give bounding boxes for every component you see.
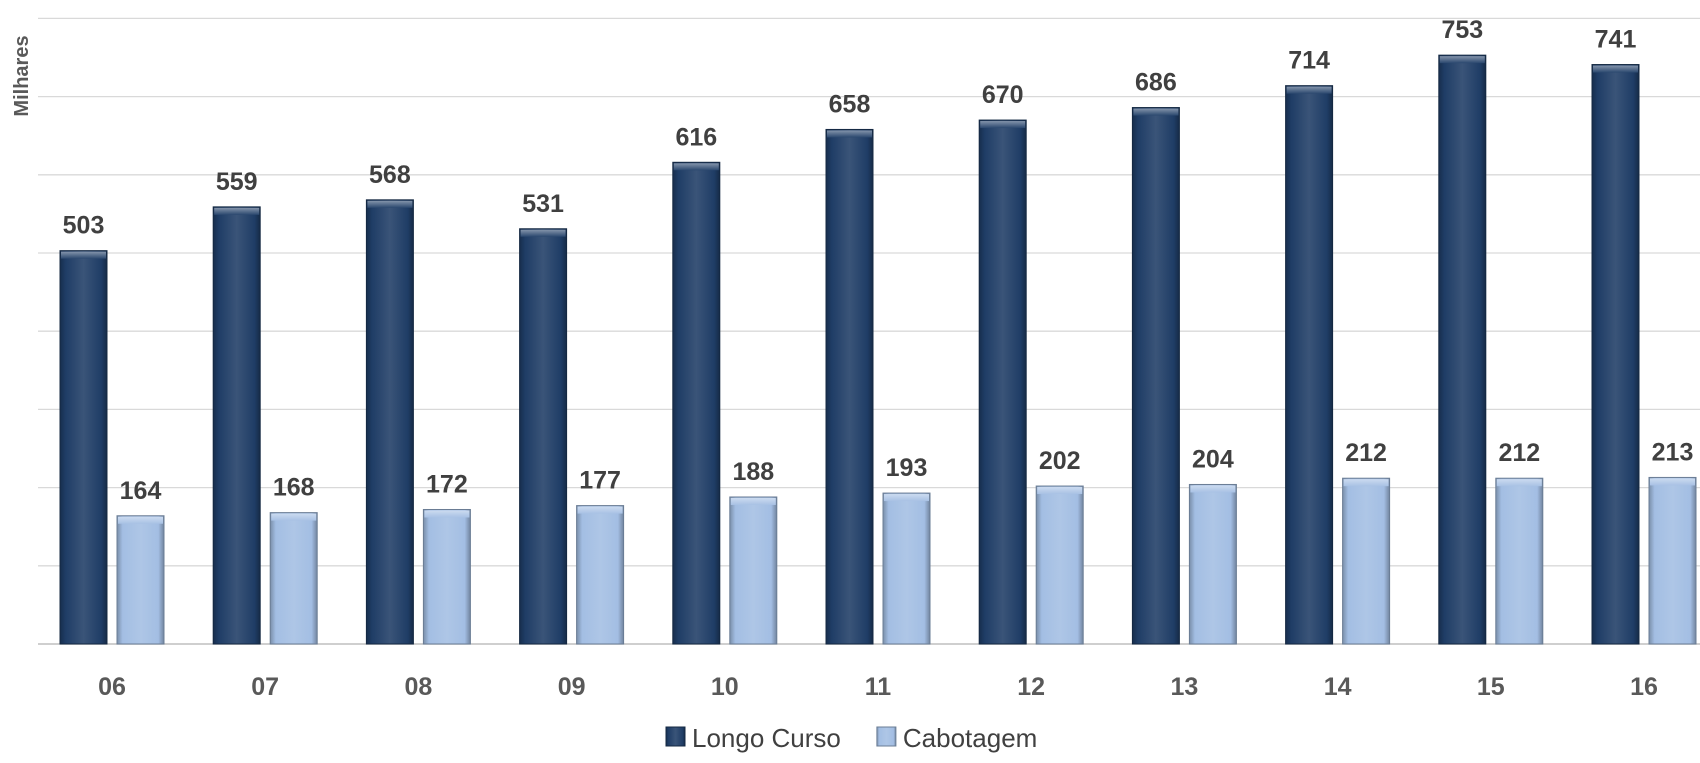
bar-cabotagem-11 — [882, 492, 931, 645]
legend-item-cabotagem: Cabotagem — [876, 723, 1037, 753]
data-label-cabotagem-13: 204 — [1192, 445, 1234, 473]
data-label-cabotagem-09: 177 — [579, 467, 621, 495]
bar-longo-curso-14 — [1285, 85, 1334, 645]
data-label-cabotagem-07: 168 — [273, 474, 315, 502]
data-label-cabotagem-08: 172 — [426, 470, 468, 498]
data-label-cabotagem-06: 164 — [120, 477, 162, 505]
bar-longo-curso-12 — [978, 119, 1027, 645]
data-label-longo-curso-08: 568 — [369, 161, 411, 189]
bar-cabotagem-09 — [576, 505, 625, 645]
data-label-longo-curso-14: 714 — [1288, 47, 1330, 75]
data-label-longo-curso-07: 559 — [216, 168, 258, 196]
data-label-cabotagem-16: 213 — [1652, 438, 1694, 466]
legend-swatch — [665, 726, 686, 747]
bar-cabotagem-08 — [422, 508, 471, 645]
bars — [59, 54, 1697, 645]
legend-swatch — [876, 726, 897, 747]
bar-longo-curso-13 — [1131, 107, 1180, 645]
data-label-longo-curso-15: 753 — [1441, 16, 1483, 44]
bar-longo-curso-16 — [1591, 64, 1640, 645]
x-tick-label: 16 — [1630, 673, 1658, 701]
x-tick-label: 15 — [1477, 673, 1505, 701]
bar-longo-curso-10 — [672, 161, 721, 645]
data-label-longo-curso-12: 670 — [982, 81, 1024, 109]
x-tick-label: 06 — [98, 673, 126, 701]
data-label-longo-curso-13: 686 — [1135, 69, 1177, 97]
bar-cabotagem-16 — [1648, 476, 1697, 645]
data-label-longo-curso-10: 616 — [675, 123, 717, 151]
x-tick-label: 07 — [251, 673, 279, 701]
data-label-longo-curso-06: 503 — [63, 212, 105, 240]
data-label-longo-curso-11: 658 — [829, 90, 871, 118]
legend: Longo Curso Cabotagem — [665, 723, 1037, 753]
legend-label: Longo Curso — [692, 723, 841, 753]
bar-longo-curso-09 — [519, 228, 568, 645]
legend-label: Cabotagem — [903, 723, 1037, 753]
data-label-longo-curso-16: 741 — [1595, 26, 1637, 54]
data-labels: 503 164 559 168 568 172 531 177 616 188 658 193 670 2… — [63, 16, 1694, 505]
x-tick-label: 10 — [711, 673, 739, 701]
bar-cabotagem-07 — [269, 512, 318, 645]
x-tick-label: 13 — [1170, 673, 1198, 701]
bar-cabotagem-15 — [1495, 477, 1544, 645]
bar-cabotagem-06 — [116, 515, 165, 645]
bar-longo-curso-06 — [59, 250, 108, 645]
x-axis-tick-labels: 06 07 08 09 10 11 12 13 14 15 16 — [98, 673, 1658, 701]
data-label-longo-curso-09: 531 — [522, 190, 564, 218]
bar-longo-curso-08 — [365, 199, 414, 645]
bar-cabotagem-10 — [729, 496, 778, 645]
bar-cabotagem-14 — [1342, 477, 1391, 645]
bar-cabotagem-13 — [1188, 483, 1237, 645]
bar-cabotagem-12 — [1035, 485, 1084, 645]
x-tick-label: 11 — [865, 673, 892, 701]
x-tick-label: 14 — [1324, 673, 1352, 701]
x-tick-label: 12 — [1017, 673, 1045, 701]
bar-longo-curso-15 — [1438, 54, 1487, 645]
bar-longo-curso-07 — [212, 206, 261, 645]
data-label-cabotagem-11: 193 — [886, 454, 928, 482]
y-axis-label: Milhares — [11, 35, 33, 116]
x-tick-label: 08 — [404, 673, 432, 701]
data-label-cabotagem-10: 188 — [732, 458, 774, 486]
x-tick-label: 09 — [558, 673, 586, 701]
data-label-cabotagem-12: 202 — [1039, 447, 1081, 475]
bar-longo-curso-11 — [825, 128, 874, 645]
data-label-cabotagem-15: 212 — [1498, 439, 1540, 467]
legend-item-longo-curso: Longo Curso — [665, 723, 841, 753]
data-label-cabotagem-14: 212 — [1345, 439, 1387, 467]
